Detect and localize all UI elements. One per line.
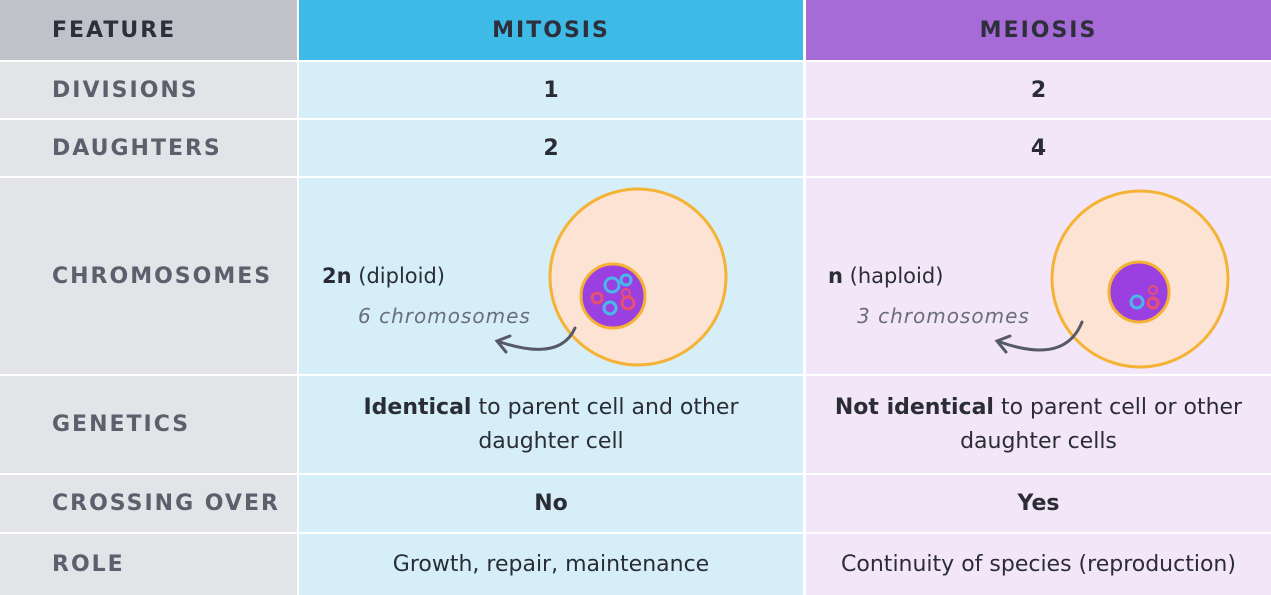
- ploidy-note: (haploid): [849, 264, 944, 288]
- meiosis-cell: 2: [806, 62, 1271, 118]
- feature-cell: ROLE: [0, 534, 297, 595]
- ploidy-label: n (haploid): [828, 264, 943, 288]
- ploidy: n: [828, 264, 843, 288]
- cell-text: Not identical to parent cell or other da…: [816, 391, 1261, 459]
- mitosis-cell-drawing: [494, 187, 728, 367]
- cell-text: Identical to parent cell and other daugh…: [339, 391, 763, 459]
- meiosis-cell: Yes: [806, 475, 1271, 532]
- mitosis-cell: 2: [299, 120, 803, 176]
- chromosome-count: 3 chromosomes: [857, 304, 1030, 328]
- feature-cell: DAUGHTERS: [0, 120, 297, 176]
- meiosis-cell-drawing: [994, 189, 1230, 369]
- header-cell: MEIOSIS: [806, 0, 1271, 60]
- ploidy-label: 2n (diploid): [322, 264, 445, 288]
- meiosis-cell: Continuity of species (reproduction): [806, 534, 1271, 595]
- feature-cell: CHROMOSOMES: [0, 178, 297, 374]
- text: to parent cell or other daughter cells: [960, 394, 1243, 454]
- bold-text: Identical: [363, 394, 472, 420]
- chromosome-count: 6 chromosomes: [358, 304, 531, 328]
- mitosis-cell: Identical to parent cell and other daugh…: [299, 376, 803, 473]
- mitosis-cell: 1: [299, 62, 803, 118]
- feature-cell: CROSSING OVER: [0, 475, 297, 532]
- header-cell: MITOSIS: [299, 0, 803, 60]
- ploidy: 2n: [322, 264, 352, 288]
- text: to parent cell and other daughter cell: [478, 394, 739, 454]
- meiosis-cell: 4: [806, 120, 1271, 176]
- feature-cell: DIVISIONS: [0, 62, 297, 118]
- mitosis-cell: Growth, repair, maintenance: [299, 534, 803, 595]
- mitosis-cell: No: [299, 475, 803, 532]
- feature-cell: GENETICS: [0, 376, 297, 473]
- ploidy-note: (diploid): [358, 264, 445, 288]
- header-cell: FEATURE: [0, 0, 297, 60]
- bold-text: Not identical: [834, 394, 994, 420]
- meiosis-cell: Not identical to parent cell or other da…: [806, 376, 1271, 473]
